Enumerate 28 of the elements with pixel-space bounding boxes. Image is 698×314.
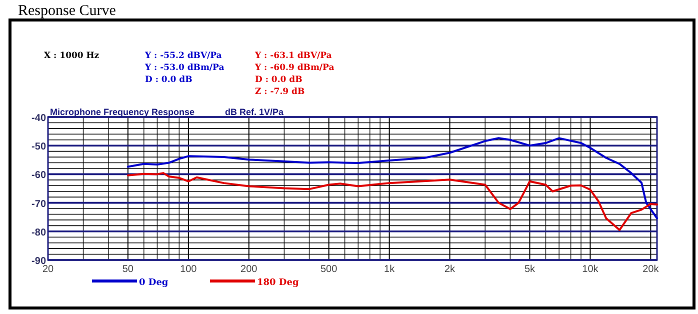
y-tick-label: -80 [32,227,46,238]
y-tick-label: -50 [32,142,46,153]
x-tick-label: 200 [240,264,258,275]
text: Y : -55.2 dBV/Pa [144,51,222,61]
x-tick-label: 10k [582,264,600,275]
y-tick-label: -60 [32,170,46,182]
x-tick-label: 2k [444,264,456,275]
x-tick-label: 5k [524,264,536,275]
chart-subtitle: Microphone Frequency Response [50,107,195,117]
chart-title: Response Curve [18,3,116,19]
x-tick-label: 100 [180,264,198,275]
text: D : 0.0 dB [145,75,192,85]
x-tick-label: 20k [642,264,660,275]
legend-label: 0 Deg [139,278,169,288]
x-tick-label: 1k [384,264,396,275]
text: Y : -60.9 dBm/Pa [254,63,335,73]
text: X : 1000 Hz [44,51,100,61]
x-tick-label: 500 [320,264,338,275]
x-tick-label: 20 [42,264,54,275]
text: D : 0.0 dB [255,75,302,85]
legend-label: 180 Deg [257,278,300,288]
y-tick-label: -70 [32,198,46,210]
text: Y : -63.1 dBV/Pa [254,51,332,61]
y-tick-label: -40 [32,113,46,124]
y-axis-title: dB Ref. 1V/Pa [225,107,285,117]
text: Y : -53.0 dBm/Pa [144,63,225,73]
x-tick-label: 50 [122,264,134,275]
text: Z : -7.9 dB [255,87,305,97]
